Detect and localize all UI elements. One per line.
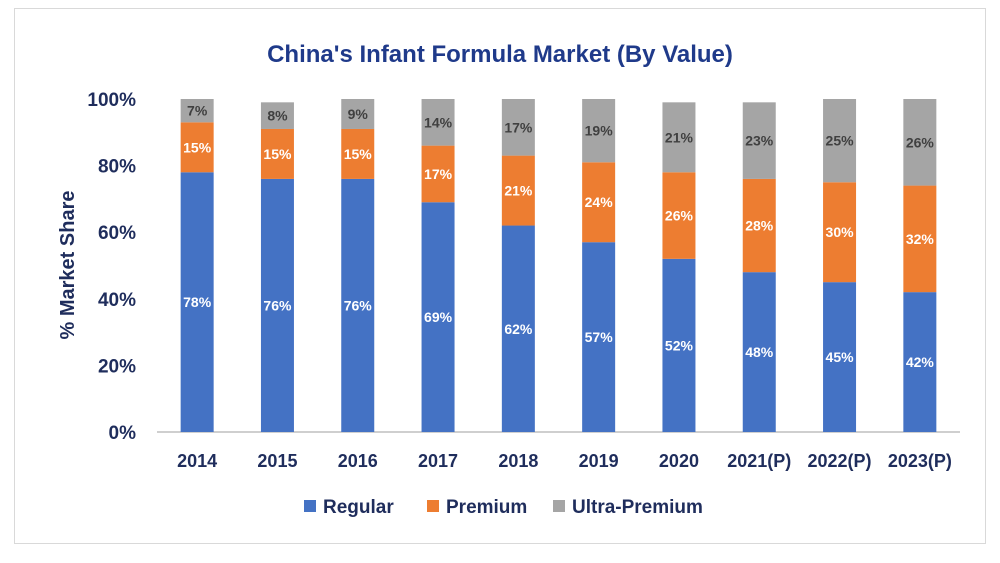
data-label: 21% [504,183,533,199]
data-label: 76% [344,297,373,313]
bars-group: 78% 15% 7% 76% 15% 8% 76% 15% 9% 69% 17% 14% 62% 21% 1… [180,99,937,432]
legend-swatch [553,500,565,512]
data-label: 8% [267,108,288,124]
bar-regular-2022-p- [823,282,857,432]
data-label: 62% [504,321,533,337]
legend-label: Regular [323,497,394,518]
legend: Regular Premium Ultra-Premium [304,497,703,518]
x-tick-label: 2018 [498,451,538,471]
data-label: 52% [665,337,694,353]
bar-premium-2015 [260,128,294,179]
data-label: 45% [826,349,855,365]
bar-regular-2018 [501,225,535,432]
data-label: 15% [263,146,292,162]
x-tick-label: 2020 [659,451,699,471]
data-label: 14% [424,114,453,130]
data-label: 28% [745,218,774,234]
bar-premium-2020 [662,172,696,259]
bar-ultra-premium-2020 [662,102,696,173]
bar-premium-2017 [421,145,455,203]
bar-ultra-premium-2015 [260,102,294,129]
data-label: 25% [826,133,855,149]
data-label: 26% [906,134,935,150]
data-label: 21% [665,129,694,145]
bar-regular-2019 [582,242,616,432]
bar-premium-2014 [180,122,214,173]
data-label: 57% [585,329,614,345]
data-label: 78% [183,294,212,310]
bar-ultra-premium-2019 [582,99,616,163]
bar-premium-2021-p- [742,178,776,273]
x-tick-label: 2016 [338,451,378,471]
bar-premium-2022-p- [823,182,857,283]
bar-regular-2015 [260,178,294,432]
data-label: 15% [183,139,212,155]
bar-ultra-premium-2014 [180,99,214,123]
x-tick-label: 2023(P) [888,451,952,471]
x-tick-label: 2015 [257,451,297,471]
bar-ultra-premium-2017 [421,99,455,146]
data-label: 32% [906,231,935,247]
x-tick-label: 2022(P) [808,451,872,471]
y-tick-label: 40% [98,290,136,311]
x-tick-label: 2017 [418,451,458,471]
data-label: 26% [665,208,694,224]
data-label: 76% [263,297,292,313]
data-label: 17% [424,166,453,182]
bar-premium-2023-p- [903,185,937,293]
data-label: 15% [344,146,373,162]
bar-premium-2019 [582,162,616,243]
chart-title: China's Infant Formula Market (By Value) [267,41,733,68]
x-tick-label: 2019 [579,451,619,471]
y-tick-label: 20% [98,356,136,377]
y-tick-label: 0% [109,423,137,444]
bar-regular-2017 [421,202,455,432]
y-tick-label: 80% [98,157,136,178]
data-label: 24% [585,194,614,210]
data-label: 17% [504,119,533,135]
x-tick-label: 2014 [177,451,217,471]
bar-regular-2020 [662,258,696,432]
data-label: 48% [745,344,774,360]
data-label: 23% [745,133,774,149]
y-tick-label: 60% [98,223,136,244]
y-axis-label: % Market Share [57,191,79,340]
bar-premium-2018 [501,155,535,226]
bar-regular-2014 [180,172,214,432]
data-label: 30% [826,224,855,240]
bar-ultra-premium-2016 [341,99,375,129]
legend-label: Premium [446,497,527,518]
legend-label: Ultra-Premium [572,497,703,518]
bar-ultra-premium-2023-p- [903,99,937,186]
bar-ultra-premium-2018 [501,99,535,156]
bar-premium-2016 [341,128,375,179]
y-axis-ticks: 0% 20% 40% 60% 80% 100% [87,90,136,444]
bar-regular-2021-p- [742,272,776,432]
bar-ultra-premium-2022-p- [823,99,857,183]
bar-regular-2023-p- [903,292,937,432]
data-label: 7% [187,103,208,119]
legend-swatch [427,500,439,512]
legend-swatch [304,500,316,512]
bar-ultra-premium-2021-p- [742,102,776,179]
data-label: 19% [585,123,614,139]
data-label: 42% [906,354,935,370]
x-axis-ticks: 2014 2015 2016 2017 2018 2019 2020 2021(P) 2022(… [177,451,952,471]
y-tick-label: 100% [87,90,136,111]
bar-regular-2016 [341,178,375,432]
x-tick-label: 2021(P) [727,451,791,471]
data-label: 9% [348,106,369,122]
data-label: 69% [424,309,453,325]
